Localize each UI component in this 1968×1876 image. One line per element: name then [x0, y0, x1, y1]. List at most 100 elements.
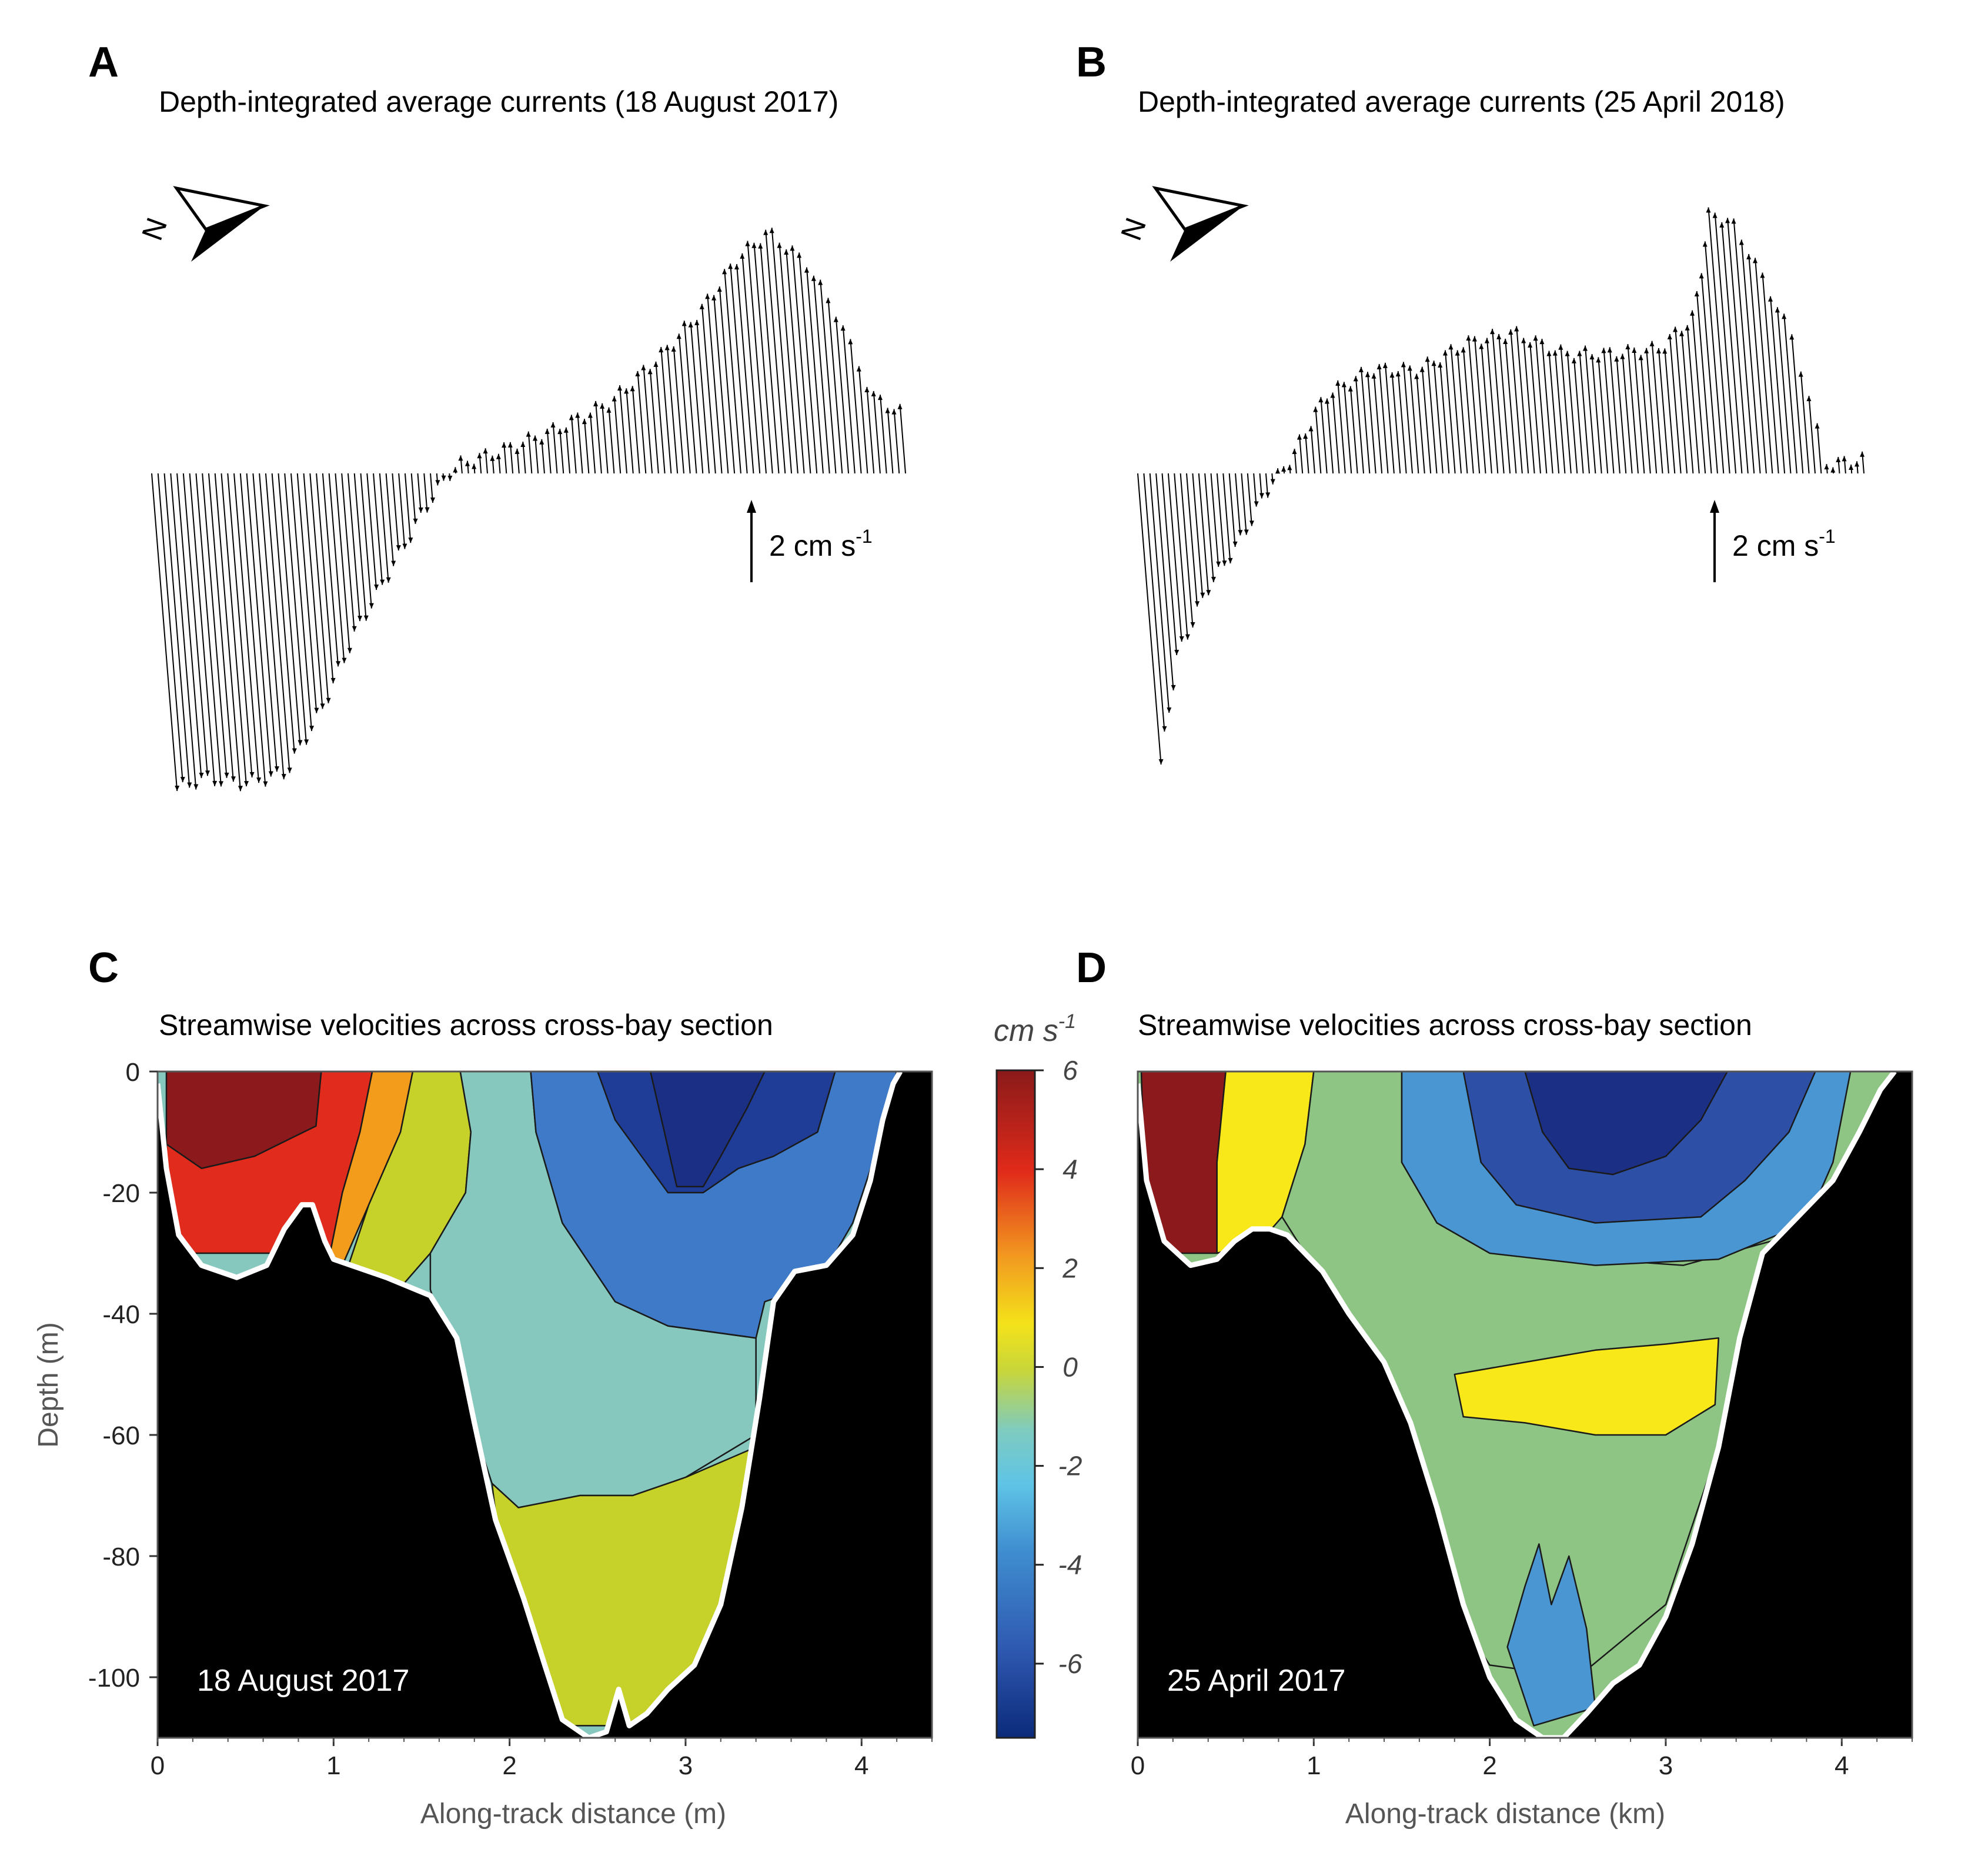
current-vector [1691, 310, 1706, 474]
current-vector-head [496, 453, 501, 459]
current-vector-head [292, 748, 297, 754]
current-vector-head [1824, 464, 1829, 470]
current-vector-head [1712, 212, 1718, 218]
current-vector [1669, 333, 1682, 474]
current-vector-head [1425, 356, 1430, 362]
current-vector [1326, 398, 1334, 474]
date-label-d: 25 April 2017 [1167, 1664, 1346, 1698]
current-vector-head [1699, 273, 1704, 279]
current-vector-head [520, 442, 526, 448]
panel-label-d: D [1076, 944, 1107, 992]
current-vector-head [533, 435, 538, 441]
current-vector-head [763, 229, 769, 235]
current-vector-head [1461, 347, 1466, 353]
current-vector [696, 319, 710, 474]
colorbar-gradient [995, 1069, 1036, 1739]
current-vector [673, 346, 684, 474]
current-vector [690, 322, 704, 474]
north-arrow-icon: N [135, 186, 270, 262]
current-vector [1366, 372, 1376, 474]
current-vector-head [647, 369, 653, 375]
current-vector [1397, 371, 1407, 474]
current-vector [1391, 372, 1401, 474]
current-vector [660, 347, 672, 474]
current-vector [1748, 253, 1767, 474]
current-vector-head [1849, 464, 1854, 470]
current-vector [707, 293, 723, 474]
current-vector [747, 241, 767, 474]
current-vector [1416, 373, 1425, 474]
current-vector-head [606, 407, 612, 413]
current-vector-head [1431, 360, 1436, 366]
colorbar: cm s-1 6 4 2 0 -2 -4 -6 [994, 1010, 1082, 1739]
current-vector-head [1244, 529, 1249, 535]
current-vector-head [569, 415, 574, 420]
current-vector-head [1407, 365, 1412, 371]
current-vector [1462, 347, 1474, 474]
current-vector-head [1232, 541, 1238, 547]
contour-region [1506, 1543, 1596, 1727]
current-vector-head [1725, 218, 1730, 223]
current-vector [1298, 434, 1304, 474]
current-vector [1516, 326, 1529, 474]
current-vector-head [1466, 335, 1471, 341]
scale-label-a: 2 cm s-1 [769, 526, 873, 562]
current-vector-head [1552, 350, 1558, 356]
current-vector [1456, 350, 1468, 474]
current-vector [1216, 473, 1225, 566]
current-vector [1510, 329, 1523, 474]
y-tick-label: -20 [102, 1179, 140, 1208]
current-vector-head [1679, 331, 1685, 336]
north-label: N [1114, 213, 1152, 245]
current-vector-head [699, 303, 704, 309]
y-axis-label-c: Depth (m) [33, 1322, 64, 1447]
contour-region [1454, 1337, 1720, 1436]
current-vector-head [1174, 650, 1180, 656]
current-vector-head [363, 615, 369, 621]
current-vector-head [441, 475, 446, 481]
current-vector-head [1539, 339, 1545, 345]
current-vector-head [380, 579, 385, 585]
current-vector [1492, 329, 1505, 474]
current-vector-head [1442, 350, 1448, 356]
contour-plot-c: 0 1 2 3 4 0 -20 -40 -60 -80 -100 [88, 1058, 933, 1780]
current-vector-head [1281, 466, 1287, 472]
y-tick-label: -60 [102, 1421, 140, 1450]
current-vector [246, 473, 272, 777]
current-vector-head [1324, 398, 1329, 404]
current-vector-head [193, 784, 199, 790]
current-vector-head [734, 264, 739, 270]
current-vector-head [447, 475, 453, 481]
current-vector [1646, 348, 1658, 474]
current-vector-head [320, 703, 325, 709]
quiver-field-b [1137, 207, 1865, 765]
current-vector [335, 473, 350, 653]
panel-label-b: B [1076, 39, 1107, 86]
current-vector [1740, 239, 1761, 474]
current-vector-head [1689, 310, 1695, 316]
scale-arrow-a: 2 cm s-1 [747, 500, 873, 582]
current-vector [1210, 473, 1219, 567]
current-vector-head [408, 538, 413, 543]
current-vector-head [871, 390, 876, 396]
current-vector [534, 435, 539, 474]
current-vector-head [1830, 467, 1836, 473]
current-vector [713, 295, 729, 474]
current-vector-head [1607, 347, 1612, 353]
current-vector-head [1222, 560, 1227, 566]
current-vector [195, 473, 222, 787]
current-vector-head [1254, 501, 1259, 507]
current-vector [1373, 373, 1383, 474]
current-vector-head [458, 455, 463, 461]
current-vector-head [563, 427, 569, 433]
current-vector [608, 407, 615, 474]
current-vector [730, 263, 748, 474]
current-vector-head [187, 782, 192, 788]
current-vector [541, 439, 545, 474]
current-vector [227, 473, 253, 778]
current-vector-head [575, 412, 580, 418]
current-vector [1633, 347, 1645, 474]
current-vector-head [840, 325, 846, 331]
current-vector-head [1438, 362, 1443, 368]
current-vector-head [1167, 707, 1172, 713]
